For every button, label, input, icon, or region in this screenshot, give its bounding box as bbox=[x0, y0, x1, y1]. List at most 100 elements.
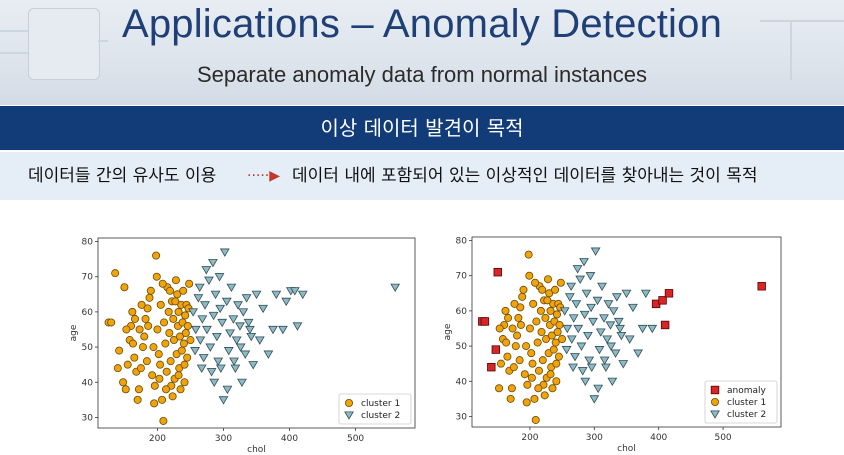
cluster-1-point bbox=[553, 328, 562, 337]
cluster-2-point bbox=[595, 328, 606, 337]
cluster-1-point bbox=[552, 377, 561, 386]
cluster-1-point bbox=[111, 269, 120, 278]
cluster-2-point bbox=[580, 377, 591, 387]
cluster-2-point bbox=[258, 304, 269, 314]
cluster-1-point bbox=[169, 336, 178, 345]
cluster-2-point bbox=[593, 384, 604, 394]
circuit-trace bbox=[790, 20, 792, 80]
cluster-1-point bbox=[144, 321, 153, 330]
cluster-1-point bbox=[113, 364, 122, 373]
anomaly-point bbox=[658, 296, 667, 305]
cluster-2-point bbox=[194, 283, 205, 293]
cluster-1-point bbox=[181, 329, 190, 338]
cluster-1-point bbox=[168, 392, 177, 401]
cluster-1-point bbox=[165, 286, 174, 295]
cluster-2-point bbox=[204, 276, 214, 286]
circuit-trace bbox=[98, 40, 108, 42]
cluster-1-point bbox=[148, 371, 157, 380]
cluster-2-point bbox=[606, 342, 616, 351]
cluster-2-point bbox=[571, 300, 582, 309]
cluster-1-point bbox=[554, 352, 563, 361]
cluster-2-point bbox=[202, 325, 212, 335]
slide-header: Applications – Anomaly Detection Separat… bbox=[0, 0, 844, 105]
cluster-1-point bbox=[135, 325, 144, 334]
cluster-1-point bbox=[513, 331, 522, 340]
legend-label-cluster-2: cluster 2 bbox=[727, 410, 766, 420]
cluster-1-point bbox=[121, 385, 130, 394]
cluster-2-point bbox=[230, 364, 241, 373]
cluster-2-point bbox=[226, 283, 237, 293]
cluster-1-point bbox=[534, 366, 543, 375]
cluster-2-point bbox=[218, 396, 229, 405]
cluster-1-point bbox=[538, 285, 547, 294]
cluster-2-point bbox=[589, 395, 600, 404]
cluster-1-point bbox=[138, 343, 147, 352]
y-tick-label: 50 bbox=[82, 343, 94, 353]
cluster-2-point bbox=[209, 378, 220, 388]
cluster-1-point bbox=[133, 395, 142, 404]
cluster-2-point bbox=[223, 347, 234, 356]
cluster-1-point bbox=[155, 374, 164, 383]
cluster-1-point bbox=[129, 339, 138, 348]
legend-marker-cluster-2 bbox=[710, 410, 720, 419]
cluster-2-point bbox=[570, 353, 580, 362]
legend bbox=[704, 380, 778, 424]
cluster-2-point bbox=[618, 360, 629, 369]
y-axis-label: age bbox=[69, 324, 79, 341]
cluster-1-point bbox=[186, 336, 195, 345]
cluster-1-point bbox=[555, 320, 564, 329]
description-strip: 데이터들 간의 유사도 이용 ·····▶ 데이터 내에 포함되어 있는 이상적… bbox=[0, 152, 844, 200]
cluster-1-point bbox=[542, 335, 551, 344]
cluster-1-point bbox=[169, 314, 178, 323]
legend-marker-cluster-2 bbox=[344, 411, 354, 420]
series-anomaly bbox=[478, 267, 766, 372]
cluster-2-point bbox=[611, 293, 622, 302]
cluster-2-point bbox=[188, 308, 198, 317]
cluster-1-point bbox=[162, 385, 171, 394]
cluster-2-point bbox=[206, 368, 217, 377]
cluster-2-point bbox=[640, 289, 651, 299]
y-tick-label: 70 bbox=[456, 272, 468, 282]
x-tick-label: 300 bbox=[215, 434, 232, 444]
cluster-2-point bbox=[586, 303, 596, 313]
cluster-2-point bbox=[564, 293, 575, 302]
cluster-1-point bbox=[153, 325, 162, 334]
cluster-2-point bbox=[238, 308, 249, 317]
cluster-2-point bbox=[243, 318, 254, 328]
cluster-1-point bbox=[525, 324, 534, 333]
cluster-1-point bbox=[543, 296, 552, 305]
y-axis-label: age bbox=[443, 323, 453, 340]
cluster-1-point bbox=[152, 251, 161, 260]
cluster-1-point bbox=[547, 331, 556, 340]
cluster-1-point bbox=[534, 384, 543, 393]
cluster-2-point bbox=[198, 354, 209, 363]
cluster-2-point bbox=[566, 335, 577, 344]
cluster-2-point bbox=[579, 258, 589, 267]
cluster-1-point bbox=[164, 307, 173, 316]
dotted-arrow-icon: ·····▶ bbox=[247, 168, 281, 184]
cluster-1-point bbox=[171, 276, 180, 285]
cluster-1-point bbox=[150, 399, 159, 408]
cluster-1-point bbox=[531, 278, 540, 287]
cluster-2-point bbox=[225, 329, 235, 338]
legend-label-cluster-1: cluster 1 bbox=[361, 399, 400, 409]
cluster-1-point bbox=[128, 307, 137, 316]
cluster-2-point bbox=[607, 377, 618, 387]
cluster-1-point bbox=[123, 360, 132, 369]
anomaly-point bbox=[660, 320, 670, 330]
cluster-2-point bbox=[559, 307, 570, 316]
cluster-1-point bbox=[171, 297, 180, 306]
cluster-1-point bbox=[508, 324, 517, 333]
cluster-2-point bbox=[624, 335, 635, 344]
cluster-2-point bbox=[616, 331, 627, 341]
legend-label-cluster-2: cluster 2 bbox=[361, 411, 400, 421]
cluster-2-point bbox=[254, 336, 265, 345]
cluster-2-point bbox=[579, 310, 590, 320]
cluster-2-point bbox=[292, 322, 303, 331]
cluster-1-point bbox=[134, 385, 143, 394]
cluster-1-point bbox=[503, 352, 512, 361]
cluster-2-point bbox=[610, 349, 621, 358]
cluster-2-point bbox=[390, 283, 401, 293]
cluster-1-point bbox=[160, 318, 169, 327]
cluster-1-point bbox=[159, 416, 168, 425]
